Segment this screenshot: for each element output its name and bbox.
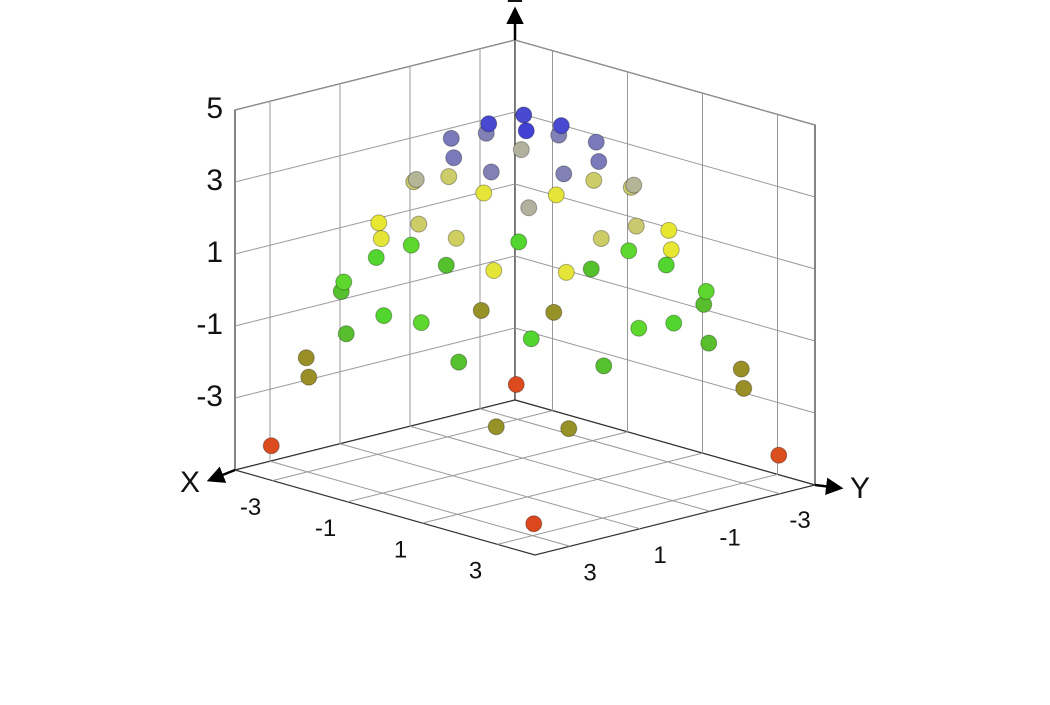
- x-axis-label: X: [180, 466, 200, 499]
- point: [732, 360, 750, 378]
- point: [590, 152, 608, 170]
- wall-grid-z: [234, 327, 516, 399]
- y-tick-label: 1: [653, 542, 666, 569]
- z-tick-label: 1: [206, 236, 223, 269]
- floor-grid-y: [339, 443, 641, 530]
- point: [487, 418, 505, 436]
- point: [475, 184, 493, 202]
- point: [592, 229, 610, 247]
- floor-grid-x: [347, 431, 628, 503]
- point: [582, 260, 600, 278]
- y-axis-arrow: [814, 477, 844, 496]
- wall-grid-z: [234, 111, 516, 183]
- point: [447, 229, 465, 247]
- floor-grid-x: [422, 452, 703, 524]
- point: [412, 314, 430, 332]
- point: [660, 221, 678, 239]
- point: [485, 262, 503, 280]
- point: [735, 379, 753, 397]
- point: [367, 248, 385, 266]
- point: [560, 420, 578, 438]
- point: [555, 165, 573, 183]
- point: [515, 106, 533, 124]
- y-tick-label: 3: [583, 560, 596, 587]
- floor-grid-x: [497, 473, 778, 545]
- point: [372, 230, 390, 248]
- point: [480, 115, 498, 133]
- point: [625, 176, 643, 194]
- x-tick-label: 3: [469, 558, 482, 585]
- x-tick-label: -3: [240, 494, 261, 521]
- floor-grid-y: [479, 408, 781, 495]
- z-axis-label: Z: [507, 0, 523, 8]
- point: [450, 353, 468, 371]
- wall-grid-z: [234, 255, 516, 327]
- point: [510, 233, 528, 251]
- point: [665, 314, 683, 332]
- point: [630, 319, 648, 337]
- point: [442, 129, 460, 147]
- x-tick-label: -1: [315, 515, 336, 542]
- points: [262, 106, 788, 533]
- point: [770, 446, 788, 464]
- point: [437, 256, 455, 274]
- point: [627, 217, 645, 235]
- point: [410, 215, 428, 233]
- point: [472, 301, 490, 319]
- point: [445, 149, 463, 167]
- point: [557, 263, 575, 281]
- point: [517, 122, 535, 140]
- floor-grid-x: [272, 410, 553, 482]
- point: [587, 133, 605, 151]
- point: [370, 214, 388, 232]
- point: [620, 242, 638, 260]
- point: [507, 375, 525, 393]
- point: [402, 236, 420, 254]
- floor-grid-y: [269, 460, 571, 547]
- x-tick-label: 1: [394, 536, 407, 563]
- floor: [232, 399, 818, 556]
- z-tick-label: 5: [206, 92, 223, 125]
- point: [482, 163, 500, 181]
- point: [297, 349, 315, 367]
- point: [595, 357, 613, 375]
- point: [697, 282, 715, 300]
- point: [335, 273, 353, 291]
- point: [262, 437, 280, 455]
- y-tick-label: -3: [789, 507, 810, 534]
- wall-grid-z: [514, 327, 816, 414]
- point: [547, 186, 565, 204]
- point: [337, 325, 355, 343]
- z-tick-label: -1: [196, 308, 223, 341]
- wall-grid-z: [514, 39, 816, 126]
- point: [375, 307, 393, 325]
- point: [522, 330, 540, 348]
- point: [300, 368, 318, 386]
- point: [657, 256, 675, 274]
- point: [545, 303, 563, 321]
- point: [700, 334, 718, 352]
- point: [525, 515, 543, 533]
- x-axis-arrow: [206, 466, 236, 483]
- point: [662, 241, 680, 259]
- point: [512, 141, 530, 159]
- wall-grid-z: [234, 39, 516, 111]
- point: [440, 168, 458, 186]
- z-tick-label: 3: [206, 164, 223, 197]
- point: [520, 199, 538, 217]
- floor-grid-y: [409, 425, 711, 512]
- y-tick-label: -1: [719, 525, 740, 552]
- point: [407, 170, 425, 188]
- labels: X Y Z -3 -1 1 3 -3 -1 1 3 -3 -1 1 3 5: [180, 0, 870, 587]
- point: [552, 117, 570, 135]
- z-tick-label: -3: [196, 380, 223, 413]
- y-axis-label: Y: [850, 472, 870, 505]
- point: [585, 171, 603, 189]
